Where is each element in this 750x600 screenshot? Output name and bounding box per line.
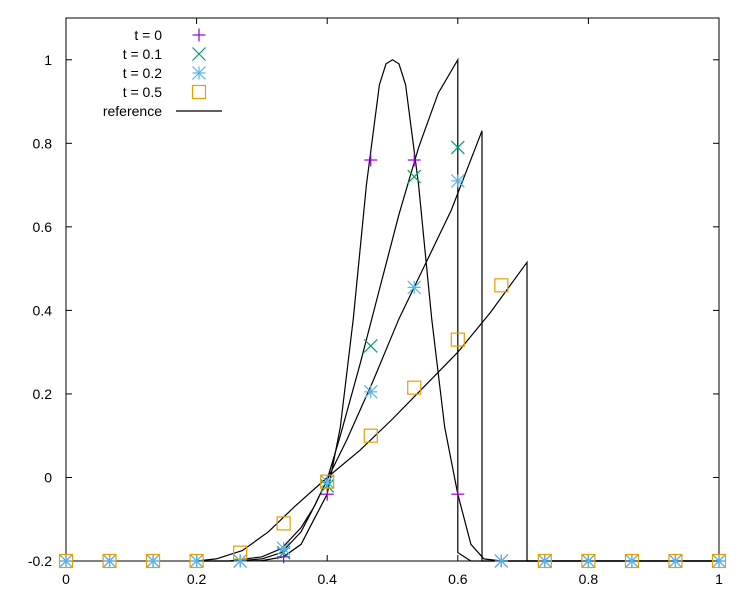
data-points [58,140,727,569]
data-point [102,553,117,569]
data-point [537,553,552,569]
y-tick-label: 0.8 [33,135,53,151]
data-point [189,553,204,569]
data-point [624,553,640,569]
reference-curve [240,59,719,562]
data-point [451,487,465,501]
data-point [59,554,73,568]
y-tick-label: 0.2 [33,386,53,402]
data-point [320,487,334,501]
data-point [320,474,335,489]
y-tick-label: 0.4 [33,302,53,318]
x-tick-label: 0 [62,571,70,587]
data-point [145,553,161,569]
legend-label: t = 0.1 [123,46,163,62]
data-point [450,173,465,188]
data-point [537,554,552,568]
data-point [363,338,378,353]
x-tick-label: 0.2 [187,571,207,587]
data-point [407,380,422,395]
reference-curve [196,57,719,562]
data-point [712,554,726,568]
data-point [276,541,291,556]
data-point [668,553,683,569]
data-point [450,140,465,155]
y-axis-ticks: -0.2 0 0.2 0.4 0.6 0.8 1 [28,52,719,569]
legend-label: t = 0.2 [123,65,163,81]
data-point [494,278,509,293]
data-point [233,554,248,568]
legend-swatch [192,28,206,42]
data-point [58,553,74,569]
data-point [363,428,378,443]
data-point [189,554,204,568]
data-point [320,474,335,489]
legend: t = 0 t = 0.1 t = 0.2 t = 0.5 reference [103,27,222,119]
legend-label: t = 0.5 [123,84,163,100]
data-point [450,332,465,347]
x-axis-ticks: 0 0.2 0.4 0.6 0.8 1 [62,18,723,587]
x-tick-label: 0.8 [579,571,599,587]
reference-curves [196,57,719,562]
data-point [146,554,160,568]
data-point [625,554,639,568]
data-point [233,545,248,560]
data-point [711,553,727,569]
legend-swatch [191,84,207,100]
x-tick-label: 0.6 [448,571,468,587]
x-tick-label: 1 [715,571,723,587]
data-point [363,384,378,399]
data-point [407,153,421,167]
x-tick-label: 0.4 [317,571,337,587]
legend-label: t = 0 [134,27,162,43]
legend-swatch [192,47,206,61]
legend-label: reference [103,103,162,119]
data-point [407,169,422,184]
y-tick-label: 1 [44,52,52,68]
data-point [407,280,422,295]
data-point [276,516,291,531]
data-point [102,554,117,568]
y-tick-label: 0.6 [33,219,53,235]
data-point [364,153,378,167]
data-point [494,554,509,568]
data-point [581,553,596,569]
reference-curve [196,130,719,562]
data-point [581,554,596,568]
y-tick-label: 0 [44,469,52,485]
plot-frame [65,17,720,562]
data-point [668,554,683,568]
y-tick-label: -0.2 [28,553,52,569]
legend-swatch [192,66,206,80]
